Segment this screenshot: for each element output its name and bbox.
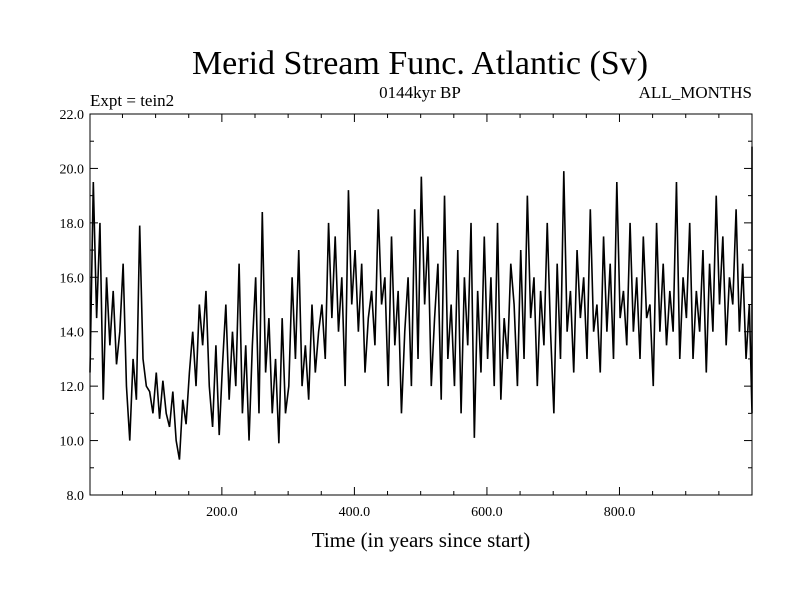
plot-frame	[89, 113, 753, 496]
y-tick-label: 22.0	[60, 108, 85, 123]
series-line	[89, 146, 753, 460]
chart-subtitle-center: 0144kyr BP	[379, 83, 461, 102]
chart-subtitle-right: ALL_MONTHS	[639, 83, 752, 102]
y-tick-label: 12.0	[60, 380, 85, 395]
chart-title: Merid Stream Func. Atlantic (Sv)	[192, 45, 648, 82]
y-tick-label: 8.0	[67, 489, 85, 504]
x-axis-label: Time (in years since start)	[312, 528, 531, 552]
y-tick-label: 16.0	[60, 271, 85, 286]
x-tick-label: 200.0	[206, 505, 238, 520]
x-tick-label: 400.0	[339, 505, 371, 520]
y-tick-label: 10.0	[60, 435, 85, 450]
chart-subtitle-left: Expt = tein2	[90, 91, 174, 110]
x-tick-label: 600.0	[471, 505, 503, 520]
x-tick-label: 800.0	[604, 505, 636, 520]
y-tick-label: 14.0	[60, 326, 85, 341]
y-tick-label: 18.0	[60, 217, 85, 232]
y-tick-label: 20.0	[60, 162, 85, 177]
